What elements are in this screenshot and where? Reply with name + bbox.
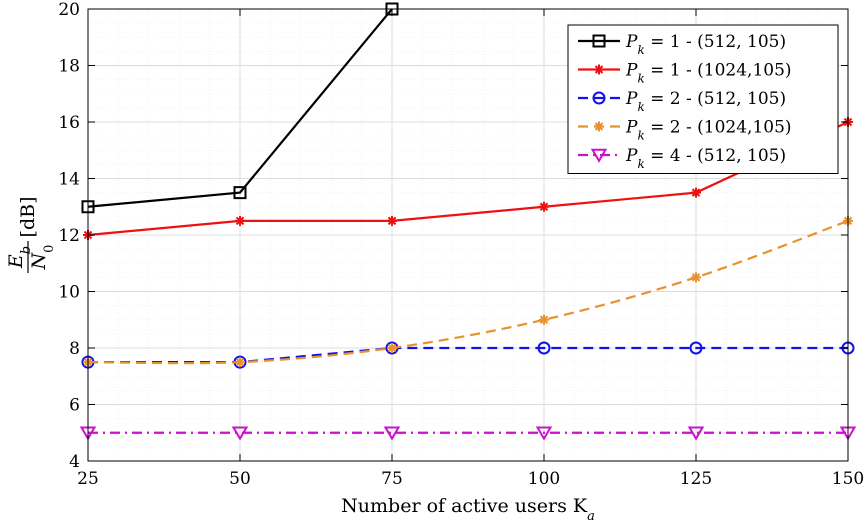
data-point bbox=[387, 215, 397, 226]
y-tick-label: 4 bbox=[69, 452, 80, 472]
legend: Pk = 1 - (512, 105) Pk = 1 - (1024,105) Pk… bbox=[567, 24, 839, 174]
data-point bbox=[383, 426, 401, 441]
legend-marker bbox=[594, 121, 604, 132]
data-point bbox=[691, 272, 701, 283]
data-point bbox=[235, 357, 245, 368]
y-axis-title-denominator: N0 bbox=[28, 245, 57, 271]
legend-item: Pk = 1 - (512, 105) bbox=[578, 32, 786, 57]
series-line bbox=[87, 8, 393, 208]
data-point bbox=[691, 187, 701, 198]
x-axis-title: Number of active users Ka bbox=[341, 495, 595, 524]
y-tick-label: 10 bbox=[58, 283, 80, 303]
legend-label: Pk = 1 - (512, 105) bbox=[625, 32, 786, 57]
data-point bbox=[535, 426, 553, 441]
legend-item: Pk = 2 - (1024,105) bbox=[578, 118, 792, 143]
legend-label: Pk = 4 - (512, 105) bbox=[625, 146, 786, 171]
data-point bbox=[539, 201, 549, 212]
y-tick-label: 14 bbox=[58, 170, 80, 190]
y-tick-label: 16 bbox=[58, 113, 80, 133]
y-axis-title: Eb N0 [dB] bbox=[5, 197, 57, 273]
axis-ticks: 25 50 75 100 125 150 4 6 8 10 12 14 16 18 20 bbox=[58, 0, 864, 489]
x-tick-label: 150 bbox=[832, 469, 864, 489]
legend-marker bbox=[594, 64, 604, 75]
data-point bbox=[233, 186, 247, 200]
legend-marker bbox=[592, 34, 606, 48]
legend-box bbox=[567, 24, 839, 174]
series-5 bbox=[79, 426, 857, 441]
data-point bbox=[689, 341, 703, 355]
x-tick-label: 75 bbox=[381, 469, 403, 489]
x-tick-label: 125 bbox=[680, 469, 712, 489]
legend-label: Pk = 2 - (1024,105) bbox=[625, 118, 792, 143]
legend-item: Pk = 2 - (512, 105) bbox=[578, 89, 786, 114]
y-axis-title-unit: [dB] bbox=[17, 197, 39, 238]
legend-label: Pk = 1 - (1024,105) bbox=[625, 61, 792, 86]
data-point bbox=[539, 314, 549, 325]
y-tick-label: 6 bbox=[69, 396, 80, 416]
data-point bbox=[387, 343, 397, 353]
y-tick-label: 12 bbox=[58, 226, 80, 246]
y-axis-title-numerator: Eb bbox=[5, 246, 34, 269]
data-point bbox=[235, 215, 245, 226]
series-2 bbox=[83, 117, 853, 240]
x-tick-label: 100 bbox=[528, 469, 560, 489]
series-layer bbox=[79, 2, 857, 441]
data-point bbox=[231, 426, 249, 441]
series-line bbox=[87, 121, 849, 237]
legend-item: Pk = 1 - (1024,105) bbox=[578, 61, 792, 86]
y-tick-label: 8 bbox=[69, 339, 80, 359]
legend-item: Pk = 4 - (512, 105) bbox=[578, 146, 786, 171]
x-tick-label: 50 bbox=[229, 469, 251, 489]
data-point bbox=[687, 426, 705, 441]
legend-marker bbox=[592, 91, 606, 105]
series-line bbox=[88, 346, 848, 364]
x-tick-label: 25 bbox=[77, 469, 99, 489]
y-tick-label: 20 bbox=[58, 0, 80, 20]
legend-label: Pk = 2 - (512, 105) bbox=[625, 89, 786, 114]
legend-marker bbox=[590, 148, 608, 163]
series-line bbox=[87, 219, 849, 365]
y-tick-label: 18 bbox=[58, 57, 80, 77]
series-3 bbox=[81, 341, 855, 369]
data-point bbox=[537, 341, 551, 355]
